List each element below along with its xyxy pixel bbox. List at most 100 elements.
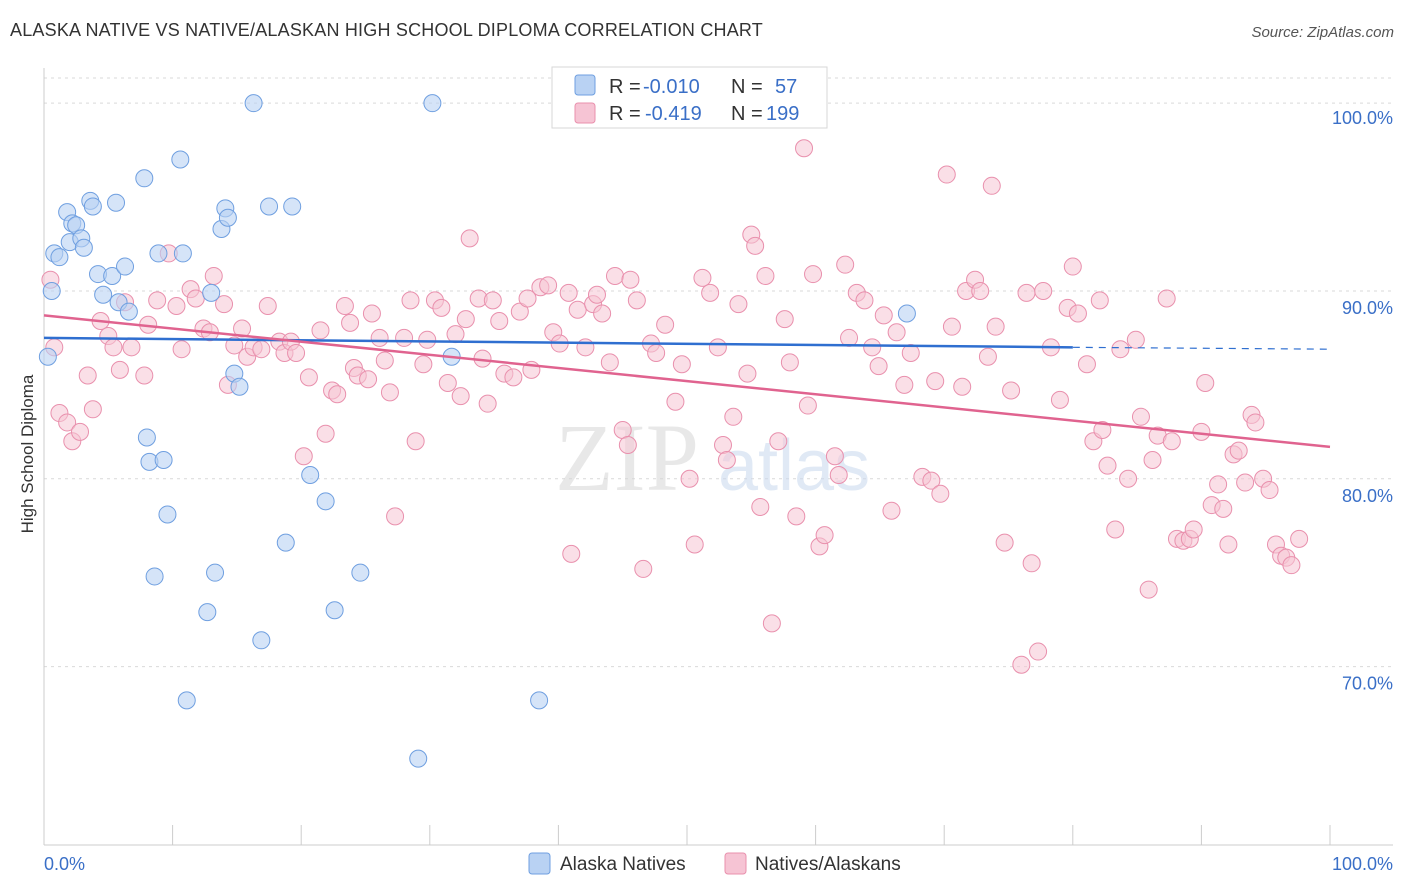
bottom-legend-label-alaska-natives: Alaska Natives	[560, 854, 686, 875]
data-point-natives-alaskans	[762, 614, 781, 633]
data-point-natives-alaskans	[167, 297, 186, 315]
data-point-alaska-natives	[316, 492, 335, 511]
data-point-natives-alaskans	[995, 533, 1014, 552]
data-point-natives-alaskans	[186, 289, 205, 308]
legend-n-label-1: N =	[731, 76, 763, 98]
data-point-alaska-natives	[119, 302, 138, 321]
data-point-natives-alaskans	[335, 297, 354, 315]
data-point-natives-alaskans	[836, 255, 855, 274]
data-point-alaska-natives	[244, 94, 263, 113]
data-point-alaska-natives	[301, 466, 320, 485]
data-point-alaska-natives	[135, 169, 154, 188]
data-point-natives-alaskans	[1098, 456, 1117, 475]
data-point-natives-alaskans	[1029, 642, 1048, 661]
data-point-alaska-natives	[50, 248, 69, 267]
data-point-natives-alaskans	[460, 229, 479, 248]
data-point-alaska-natives	[283, 197, 302, 216]
data-point-alaska-natives	[74, 238, 93, 257]
data-point-alaska-natives	[42, 281, 61, 300]
data-point-natives-alaskans	[1012, 655, 1031, 674]
data-point-natives-alaskans	[863, 338, 882, 357]
data-point-natives-alaskans	[680, 469, 699, 488]
data-point-natives-alaskans	[804, 265, 823, 284]
axes	[43, 68, 1393, 846]
data-point-natives-alaskans	[406, 432, 425, 451]
data-point-alaska-natives	[145, 567, 164, 586]
x-tick-label: 100.0%	[1332, 854, 1393, 874]
data-point-natives-alaskans	[1246, 413, 1265, 432]
data-point-alaska-natives	[154, 451, 173, 469]
data-point-alaska-natives	[198, 603, 217, 622]
data-point-natives-alaskans	[1139, 580, 1158, 599]
data-point-natives-alaskans	[71, 422, 90, 441]
data-point-natives-alaskans	[451, 387, 470, 406]
data-point-natives-alaskans	[294, 447, 313, 466]
data-point-natives-alaskans	[1090, 291, 1109, 310]
data-point-natives-alaskans	[328, 385, 347, 404]
data-point-natives-alaskans	[1282, 556, 1301, 575]
y-axis-label: High School Diploma	[18, 374, 37, 533]
data-point-natives-alaskans	[746, 236, 765, 255]
data-point-natives-alaskans	[311, 321, 330, 340]
data-point-natives-alaskans	[562, 544, 581, 563]
data-point-natives-alaskans	[756, 266, 775, 285]
data-point-natives-alaskans	[618, 435, 637, 454]
data-point-alaska-natives	[38, 347, 57, 366]
data-point-natives-alaskans	[316, 424, 335, 443]
watermark-zip: ZIP	[555, 404, 699, 511]
data-point-natives-alaskans	[1077, 355, 1096, 374]
data-point-natives-alaskans	[931, 484, 950, 503]
trend-line-alaska-natives-extension	[1072, 346, 1331, 350]
data-point-natives-alaskans	[815, 526, 834, 545]
data-point-natives-alaskans	[438, 374, 457, 392]
data-point-natives-alaskans	[359, 370, 378, 389]
data-point-natives-alaskans	[724, 407, 743, 426]
data-point-natives-alaskans	[1196, 374, 1215, 392]
data-point-natives-alaskans	[1119, 469, 1138, 488]
data-point-natives-alaskans	[1184, 520, 1203, 539]
data-point-natives-alaskans	[1106, 520, 1125, 539]
data-point-natives-alaskans	[1143, 451, 1162, 469]
data-point-natives-alaskans	[233, 319, 252, 338]
data-point-natives-alaskans	[135, 366, 154, 385]
trend-lines	[43, 314, 1331, 449]
data-point-natives-alaskans	[576, 338, 595, 357]
data-point-natives-alaskans	[1192, 422, 1211, 441]
chart-title: ALASKA NATIVE VS NATIVE/ALASKAN HIGH SCH…	[10, 20, 763, 40]
data-point-alaska-natives	[137, 428, 156, 447]
data-point-natives-alaskans	[829, 466, 848, 485]
legend-n-value-2: 199	[766, 103, 799, 125]
data-point-natives-alaskans	[401, 291, 420, 310]
data-point-alaska-natives	[83, 197, 102, 216]
data-point-natives-alaskans	[798, 396, 817, 415]
data-point-natives-alaskans	[418, 330, 437, 349]
tick-labels: 70.0% 80.0% 90.0% 100.0% 0.0% 100.0%	[44, 108, 1393, 874]
bottom-legend-swatch-blue	[528, 852, 551, 875]
data-point-natives-alaskans	[926, 372, 945, 391]
y-tick-label: 100.0%	[1332, 108, 1393, 128]
data-point-natives-alaskans	[714, 435, 733, 454]
chart-source: Source: ZipAtlas.com	[1251, 24, 1394, 41]
data-point-natives-alaskans	[1022, 554, 1041, 573]
data-point-alaska-natives	[276, 533, 295, 552]
data-point-natives-alaskans	[341, 313, 360, 332]
data-point-natives-alaskans	[882, 501, 901, 520]
data-point-natives-alaskans	[1214, 499, 1233, 518]
y-tick-label: 70.0%	[1342, 674, 1393, 694]
data-point-natives-alaskans	[922, 471, 941, 490]
data-point-natives-alaskans	[122, 338, 141, 357]
data-point-natives-alaskans	[58, 413, 77, 432]
data-point-natives-alaskans	[600, 353, 619, 372]
trend-line-natives-alaskans	[43, 314, 1331, 449]
data-point-alaska-natives	[202, 283, 221, 302]
data-point-alaska-natives	[218, 208, 237, 227]
data-point-natives-alaskans	[613, 420, 632, 439]
data-point-alaska-natives	[530, 691, 549, 710]
data-point-natives-alaskans	[1219, 535, 1238, 554]
data-point-natives-alaskans	[148, 291, 167, 310]
trend-line-alaska-natives	[43, 336, 1073, 349]
data-point-natives-alaskans	[504, 368, 523, 387]
series-natives-alaskans	[41, 139, 1309, 674]
data-point-natives-alaskans	[395, 328, 414, 347]
data-point-natives-alaskans	[647, 343, 666, 362]
